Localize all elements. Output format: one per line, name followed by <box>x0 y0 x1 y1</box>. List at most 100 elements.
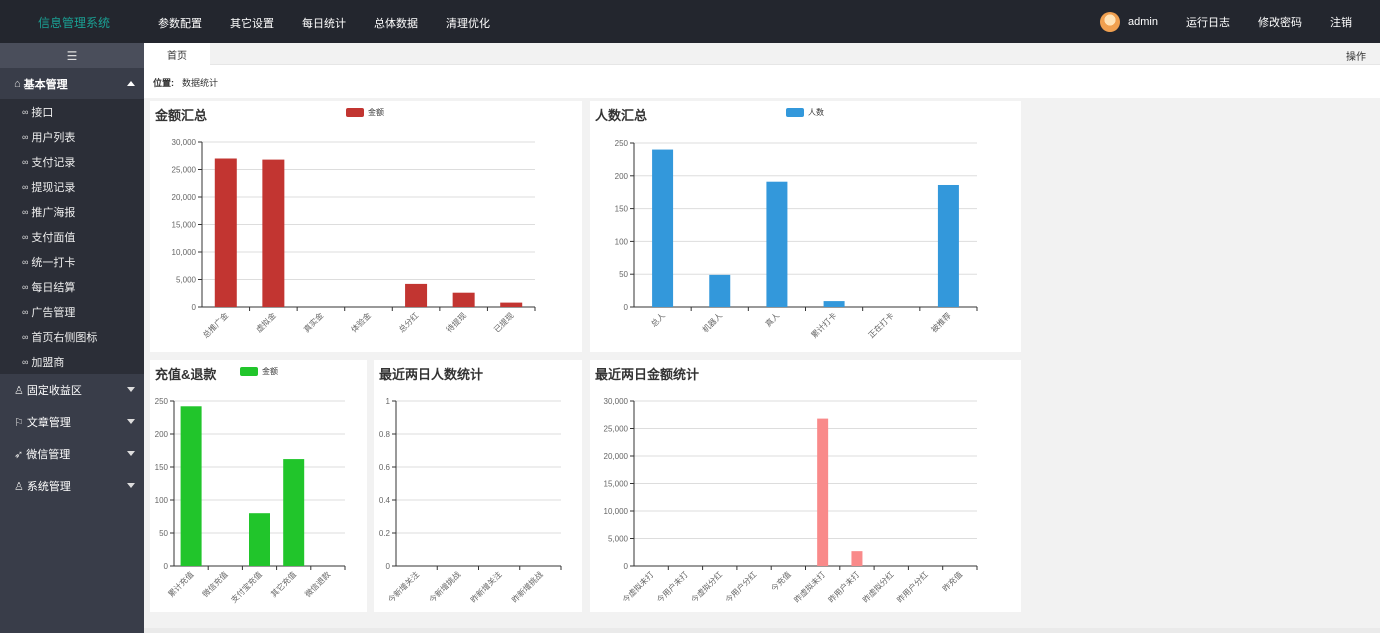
y-tick-label: 100 <box>155 496 169 505</box>
y-tick-label: 0 <box>386 562 391 571</box>
topnav-item-overall[interactable]: 总体数据 <box>374 18 418 30</box>
x-tick-label: 待提现 <box>444 310 468 334</box>
flag-icon: ⚐ <box>14 416 24 429</box>
main-content: 首页 操作 位置: 数据统计 金额汇总 金额 0 5,000 10,000 15,000 20… <box>144 43 1380 633</box>
y-tick-label: 1 <box>386 397 391 406</box>
sidebar-group-4[interactable]: ♙ 系统管理 <box>0 470 144 502</box>
topnav-item-other[interactable]: 其它设置 <box>230 18 274 30</box>
y-tick-label: 10,000 <box>172 248 197 257</box>
x-tick-label: 今新增挑战 <box>427 569 462 604</box>
y-tick-label: 25,000 <box>172 166 197 175</box>
legend-swatch <box>346 108 364 117</box>
x-tick-label: 今用户未打 <box>655 569 690 604</box>
bar[interactable] <box>823 301 845 307</box>
sidebar-group-3[interactable]: ➶ 微信管理 <box>0 438 144 470</box>
y-tick-label: 250 <box>155 397 169 406</box>
y-tick-label: 0.4 <box>379 496 391 505</box>
chart-card-amount: 金额汇总 金额 0 5,000 10,000 15,000 20,000 25,000 30,0… <box>150 101 582 352</box>
topnav-item-daily[interactable]: 每日统计 <box>302 18 346 30</box>
sidebar-item[interactable]: ∞ 提现记录 <box>0 174 144 199</box>
sidebar-item[interactable]: ∞ 用户列表 <box>0 124 144 149</box>
x-tick-label: 昨用户未打 <box>826 569 861 604</box>
bar[interactable] <box>180 406 202 566</box>
x-tick-label: 今虚拟未打 <box>620 569 655 604</box>
sidebar-item[interactable]: ∞ 首页右侧图标 <box>0 324 144 349</box>
link-icon: ∞ <box>22 256 29 267</box>
sidebar-item[interactable]: ∞ 统一打卡 <box>0 249 144 274</box>
chevron-down-icon[interactable] <box>127 419 135 424</box>
chart-legend[interactable]: 金额 <box>346 107 384 118</box>
breadcrumb-value: 数据统计 <box>182 78 219 88</box>
sidebar-item[interactable]: ∞ 广告管理 <box>0 299 144 324</box>
tab-home[interactable]: 首页 <box>144 43 210 65</box>
bar[interactable] <box>405 283 428 307</box>
bar[interactable] <box>249 513 270 566</box>
sidebar-item[interactable]: ∞ 每日结算 <box>0 274 144 299</box>
bar[interactable] <box>262 159 285 307</box>
sidebar-group-1[interactable]: ♙ 固定收益区 <box>0 374 144 406</box>
bar[interactable] <box>500 302 523 307</box>
x-tick-label: 昨充值 <box>940 569 964 593</box>
bar[interactable] <box>452 292 475 307</box>
link-icon: ∞ <box>22 356 29 367</box>
bar[interactable] <box>851 551 863 566</box>
bar[interactable] <box>766 181 788 307</box>
topnav-item-cleanup[interactable]: 清理优化 <box>446 18 490 30</box>
chart-card-twoday-people: 最近两日人数统计 0 0.2 0.4 0.6 0.8 1 今新增关注 今新增挑战 昨新增关注 昨新增… <box>374 360 582 612</box>
sidebar-group-label: 微信管理 <box>26 449 71 461</box>
logout-link[interactable]: 注销 <box>1330 16 1352 29</box>
user-name[interactable]: admin <box>1128 15 1158 28</box>
bar[interactable] <box>652 149 674 307</box>
legend-label: 金额 <box>262 367 278 376</box>
y-tick-label: 200 <box>615 172 629 181</box>
breadcrumb: 位置: 数据统计 <box>153 76 218 89</box>
y-tick-label: 0 <box>624 562 629 571</box>
x-tick-label: 真实金 <box>301 310 325 334</box>
user-group-icon: ♙ <box>14 384 24 397</box>
sidebar-item[interactable]: ∞ 加盟商 <box>0 349 144 374</box>
chevron-down-icon[interactable] <box>127 387 135 392</box>
run-log-link[interactable]: 运行日志 <box>1186 16 1230 29</box>
sidebar-toggle-icon[interactable]: ☰ <box>0 43 144 68</box>
y-tick-label: 20,000 <box>172 193 197 202</box>
sidebar-group-0[interactable]: ⌂ 基本管理 <box>0 68 144 99</box>
y-tick-label: 0 <box>624 303 629 312</box>
x-tick-label: 今新增关注 <box>386 569 421 604</box>
x-tick-label: 真人 <box>763 310 781 328</box>
chevron-down-icon[interactable] <box>127 451 135 456</box>
chart-legend[interactable]: 人数 <box>786 107 824 118</box>
x-tick-label: 支付宝充值 <box>229 569 264 604</box>
y-tick-label: 0 <box>192 303 197 312</box>
sidebar-item[interactable]: ∞ 支付记录 <box>0 149 144 174</box>
topnav-item-params[interactable]: 参数配置 <box>158 18 202 30</box>
bar[interactable] <box>214 158 237 308</box>
bar[interactable] <box>817 418 829 566</box>
chevron-up-icon[interactable] <box>127 81 135 86</box>
avatar[interactable] <box>1100 11 1121 32</box>
y-tick-label: 10,000 <box>604 507 629 516</box>
tab-operations-button[interactable]: 操作 <box>1346 52 1366 63</box>
bar[interactable] <box>283 459 305 566</box>
app-brand[interactable]: 信息管理系统 <box>38 16 111 30</box>
change-password-link[interactable]: 修改密码 <box>1258 16 1302 29</box>
link-icon: ∞ <box>22 156 29 167</box>
bar[interactable] <box>937 184 959 307</box>
x-tick-label: 总分红 <box>396 310 420 334</box>
x-tick-label: 微信充值 <box>200 569 230 599</box>
chart-title: 人数汇总 <box>595 108 648 123</box>
sidebar-item-label: 支付记录 <box>31 156 76 169</box>
y-tick-label: 0.8 <box>379 430 391 439</box>
sidebar-item[interactable]: ∞ 接口 <box>0 99 144 124</box>
sidebar-item[interactable]: ∞ 支付面值 <box>0 224 144 249</box>
bar[interactable] <box>709 274 731 307</box>
top-right: admin 运行日志 修改密码 注销 <box>1100 0 1380 43</box>
sidebar-group-2[interactable]: ⚐ 文章管理 <box>0 406 144 438</box>
sidebar-group-label: 系统管理 <box>26 481 71 493</box>
sidebar-item[interactable]: ∞ 推广海报 <box>0 199 144 224</box>
sidebar-group-label: 基本管理 <box>23 78 68 91</box>
x-tick-label: 今用户分红 <box>723 569 758 604</box>
chevron-down-icon[interactable] <box>127 483 135 488</box>
sidebar-item-label: 广告管理 <box>31 306 76 319</box>
chart-legend[interactable]: 金额 <box>240 366 278 377</box>
x-tick-label: 累计打卡 <box>809 310 839 340</box>
